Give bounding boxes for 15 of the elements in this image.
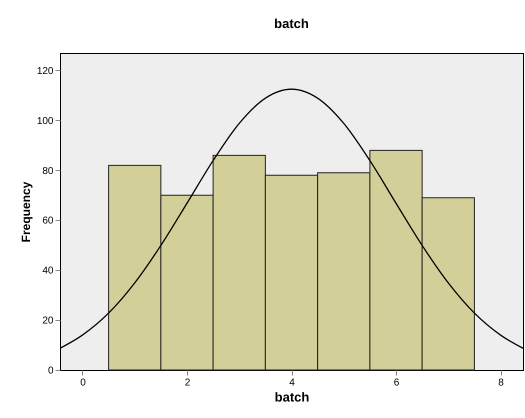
- y-tick-label: 100: [36, 116, 54, 127]
- y-axis-title: Frequency: [18, 181, 33, 242]
- x-axis-title: batch: [274, 390, 310, 404]
- x-tick-label: 4: [289, 378, 296, 388]
- y-tick-label: 80: [42, 166, 54, 177]
- x-tick-label: 2: [184, 378, 191, 388]
- y-tick-label: 0: [48, 366, 54, 376]
- x-tick-label: 8: [498, 378, 504, 388]
- chart-title: batch: [274, 16, 309, 31]
- x-tick-label: 6: [394, 378, 400, 388]
- y-tick-label: 20: [42, 316, 54, 327]
- y-tick-label: 40: [42, 266, 54, 277]
- x-tick-label: 0: [80, 378, 86, 388]
- y-tick-label: 120: [36, 66, 54, 77]
- y-tick-label: 60: [42, 216, 54, 227]
